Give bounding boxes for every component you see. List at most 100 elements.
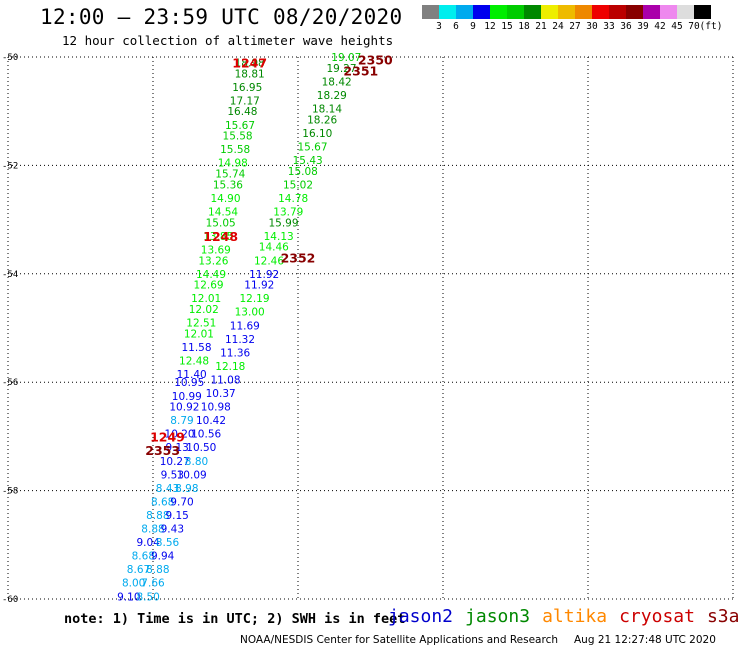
data-label: 8.88 (146, 510, 169, 522)
legend-label: 27 (569, 21, 581, 32)
legend-swatch (524, 5, 541, 19)
time-label: 1248 (203, 229, 238, 244)
data-label: 10.98 (201, 402, 231, 414)
data-label: 15.36 (213, 179, 243, 191)
data-label: 15.58 (220, 144, 250, 156)
data-label: 14.46 (259, 242, 289, 254)
data-label: 8.00 (122, 578, 145, 590)
data-label: 17.17 (230, 95, 260, 107)
legend-swatch (643, 5, 660, 19)
data-label: 10.95 (174, 377, 204, 389)
legend-label: 24 (552, 21, 564, 32)
data-label: 10.20 (165, 429, 195, 441)
time-label: 2352 (281, 251, 316, 266)
data-label: 12.51 (186, 318, 216, 330)
data-label: 13.85 (203, 231, 233, 243)
data-label: 12.01 (184, 328, 214, 340)
data-label: 15.67 (225, 120, 255, 132)
data-label: 8.88 (146, 564, 169, 576)
data-label: 13.79 (273, 206, 303, 218)
data-label: 10.27 (160, 456, 190, 468)
legend-label: 39 (637, 21, 649, 32)
legend-label: 15 (501, 21, 513, 32)
x-tick-label: 147 (579, 604, 597, 605)
data-label: 9.43 (161, 524, 184, 536)
footer-timestamp: Aug 21 12:27:48 UTC 2020 (574, 634, 716, 646)
x-tick-label: 138 (144, 604, 162, 605)
legend-swatch (694, 5, 711, 19)
y-tick-label: -52 (2, 161, 18, 171)
data-label: 12.19 (239, 293, 269, 305)
data-label: 9.13 (165, 442, 188, 454)
data-label: 19.07 (331, 52, 361, 64)
data-label: 9.53 (161, 469, 184, 481)
data-label: 8.50 (136, 591, 159, 603)
legend-swatch (490, 5, 507, 19)
data-label: 14.78 (278, 193, 308, 205)
time-label: 1249 (150, 429, 185, 444)
data-label: 10.50 (186, 442, 216, 454)
data-label: 8.79 (170, 415, 193, 427)
legend-swatch (473, 5, 490, 19)
legend-swatch (422, 5, 439, 19)
time-label: 2351 (343, 64, 378, 79)
legend-label: 42 (654, 21, 666, 32)
data-label: 16.10 (302, 128, 332, 140)
data-label: 9.04 (136, 537, 160, 549)
legend-swatch (507, 5, 524, 19)
legend-swatch (660, 5, 677, 19)
data-label: 16.95 (232, 82, 262, 94)
satellite-cryosat: cryosat (619, 606, 695, 627)
units-note: note: 1) Time is in UTC; 2) SWH is in fe… (64, 611, 406, 627)
data-label: 14.13 (264, 231, 294, 243)
data-label: 15.67 (297, 141, 327, 153)
data-label: 11.40 (177, 369, 207, 381)
data-label: 8.68 (132, 551, 155, 563)
satellite-legend: jason2 jason3 altika cryosat s3a (388, 606, 740, 627)
legend-label: (ft) (699, 21, 723, 32)
color-legend (422, 5, 711, 24)
y-tick-label: -60 (2, 595, 18, 605)
data-label: 14.54 (208, 206, 238, 218)
data-label: 13.69 (201, 244, 231, 256)
data-label: 11.69 (230, 320, 260, 332)
y-tick-label: -56 (2, 378, 18, 388)
color-legend-labels: 3 6 9 12 15 18 21 24 27 30 33 36 39 42 45 70 (ft) (422, 21, 740, 35)
data-label: 18.26 (307, 114, 337, 126)
data-label: 9.70 (170, 496, 193, 508)
satellite-altika: altika (542, 606, 608, 627)
data-label: 11.32 (225, 334, 255, 346)
data-label: 10.56 (191, 429, 221, 441)
data-label: 11.58 (181, 342, 211, 354)
legend-label: 18 (518, 21, 530, 32)
legend-label: 45 (671, 21, 683, 32)
data-label: 12.48 (179, 356, 209, 368)
data-label: 7.66 (141, 578, 165, 590)
legend-swatch (541, 5, 558, 19)
legend-swatch (558, 5, 575, 19)
legend-swatch (456, 5, 473, 19)
legend-swatch (626, 5, 643, 19)
data-label: 19.27 (326, 63, 356, 75)
data-label: 14.98 (218, 158, 248, 170)
data-label: 8.88 (141, 524, 164, 536)
data-label: 18.81 (235, 68, 265, 80)
data-label: 12.69 (194, 280, 224, 292)
legend-label: 21 (535, 21, 547, 32)
x-tick-label: 135 (0, 604, 17, 605)
chart-title: 12:00 – 23:59 UTC 08/20/2020 (40, 5, 403, 29)
data-label: 11.36 (220, 347, 250, 359)
data-label: 14.49 (196, 269, 226, 281)
legend-label: 33 (603, 21, 615, 32)
data-label: 18.42 (322, 76, 352, 88)
data-label: 12.46 (254, 255, 284, 267)
satellite-s3a: s3a (706, 606, 740, 627)
data-label: 10.92 (169, 402, 199, 414)
y-tick-label: -50 (2, 53, 18, 63)
data-label: 11.92 (244, 280, 274, 292)
y-tick-label: -58 (2, 487, 18, 497)
legend-swatch (575, 5, 592, 19)
data-label: 8.68 (151, 496, 174, 508)
legend-label: 3 (436, 21, 442, 32)
data-label: 10.99 (172, 391, 202, 403)
